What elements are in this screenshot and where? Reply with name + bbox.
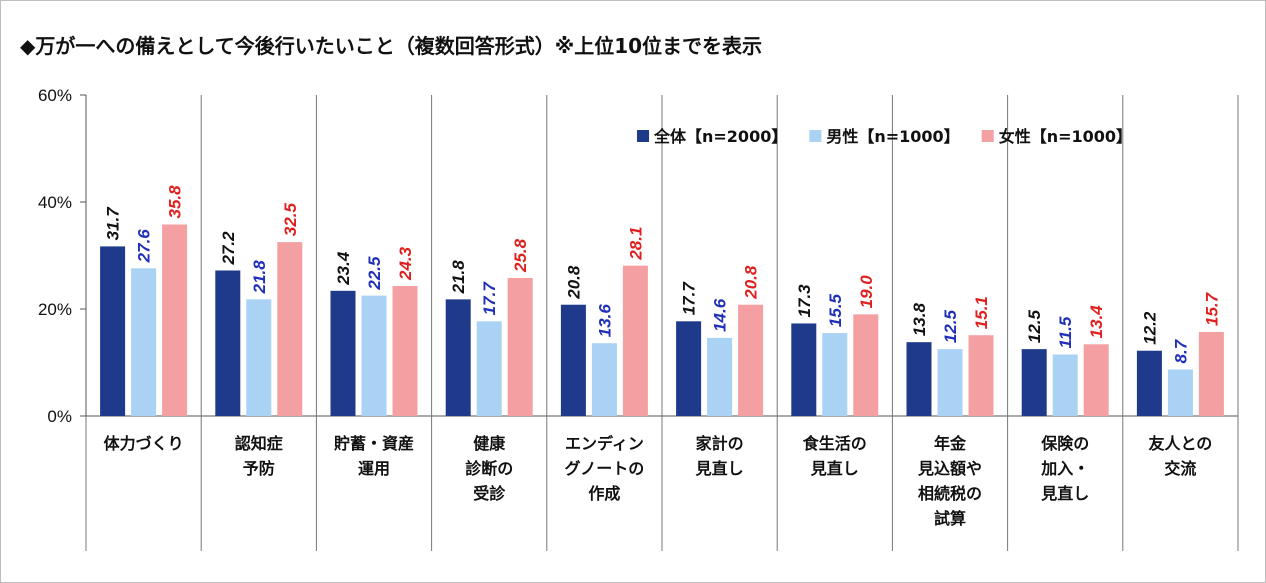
bar — [676, 321, 702, 416]
category-label: 貯蓄・資産 — [334, 434, 414, 453]
category-label: 保険の — [1040, 434, 1089, 453]
legend-swatch — [981, 130, 994, 142]
legend-entry: 全体【n=2000】 — [653, 127, 787, 146]
bar — [215, 270, 241, 416]
bar — [1052, 354, 1078, 416]
data-label: 28.1 — [626, 227, 645, 261]
category-label: 健康 — [473, 434, 506, 453]
data-label: 32.5 — [281, 202, 300, 236]
data-label: 8.7 — [1171, 338, 1190, 363]
bar — [1083, 344, 1109, 416]
data-label: 21.8 — [449, 260, 468, 295]
data-label: 11.5 — [1056, 316, 1075, 348]
data-label: 25.8 — [511, 238, 530, 273]
category-label: 家計の — [696, 434, 744, 453]
category-label: 試算 — [934, 509, 966, 528]
data-label: 13.8 — [910, 303, 929, 337]
category-label: 食生活の — [802, 434, 867, 453]
legend-swatch — [809, 130, 822, 142]
category-label: 交流 — [1164, 459, 1196, 478]
category-label: 認知症 — [235, 434, 283, 453]
category-label: 作成 — [588, 484, 620, 503]
bar — [476, 321, 502, 416]
bar — [277, 242, 303, 416]
bar — [100, 246, 126, 416]
bar — [853, 314, 879, 416]
legend-entry: 女性【n=1000】 — [999, 127, 1132, 146]
category-label: 見直し — [1040, 484, 1089, 503]
category-label: グノートの — [565, 459, 645, 478]
category-label: 見込額や — [917, 459, 982, 478]
bar — [1198, 332, 1224, 416]
data-label: 35.8 — [166, 185, 185, 219]
data-label: 15.1 — [972, 296, 991, 329]
data-label: 27.2 — [219, 231, 238, 266]
data-label: 23.4 — [334, 251, 353, 286]
legend-entry: 男性【n=1000】 — [826, 127, 959, 146]
data-label: 24.3 — [396, 246, 415, 281]
y-tick-label: 0% — [47, 407, 72, 426]
data-label: 17.7 — [480, 281, 499, 316]
bar — [968, 335, 994, 416]
bar — [361, 295, 387, 416]
data-label: 27.6 — [135, 229, 154, 264]
data-label: 13.4 — [1087, 305, 1106, 339]
category-label: 加入・ — [1040, 459, 1089, 478]
category-label: 見直し — [695, 459, 744, 478]
data-label: 14.6 — [711, 298, 730, 332]
category-label: 受診 — [473, 484, 506, 503]
bar — [330, 290, 356, 416]
data-label: 12.5 — [941, 309, 960, 343]
bar — [1136, 350, 1162, 416]
data-label: 12.2 — [1140, 311, 1159, 345]
y-tick-label: 40% — [38, 193, 72, 212]
bar — [131, 268, 157, 416]
bar — [591, 343, 617, 416]
category-label: 相続税の — [918, 484, 982, 503]
data-label: 17.7 — [680, 281, 699, 316]
data-label: 15.5 — [826, 293, 845, 327]
bar — [622, 265, 648, 416]
legend-swatch — [637, 130, 649, 142]
bar — [906, 342, 932, 416]
bar — [822, 333, 848, 416]
y-tick-label: 20% — [38, 300, 72, 319]
data-label: 20.8 — [742, 265, 761, 300]
category-label: エンディン — [565, 434, 644, 453]
category-label: 運用 — [358, 459, 390, 478]
category-label: 友人との — [1148, 434, 1212, 453]
bar — [707, 337, 733, 416]
chart-title: ◆万が一への備えとして今後行いたいこと（複数回答形式）※上位10位までを表示 — [20, 34, 763, 58]
data-label: 22.5 — [365, 256, 384, 291]
bar — [560, 304, 586, 416]
data-label: 15.7 — [1202, 291, 1221, 326]
category-label: 予防 — [243, 459, 275, 478]
data-label: 20.8 — [564, 265, 583, 300]
bar — [162, 224, 188, 416]
category-label: 見直し — [810, 459, 859, 478]
data-label: 31.7 — [104, 206, 123, 241]
bar — [507, 277, 533, 416]
data-label: 12.5 — [1025, 309, 1044, 343]
bar — [791, 323, 817, 416]
bar — [1167, 369, 1193, 416]
y-tick-label: 60% — [38, 86, 72, 105]
data-label: 21.8 — [250, 260, 269, 295]
bar — [738, 304, 764, 416]
bar — [937, 349, 963, 416]
category-label: 年金 — [934, 434, 967, 453]
bar — [1021, 349, 1047, 416]
category-label: 診断の — [465, 459, 513, 478]
bar — [445, 299, 471, 416]
bar — [392, 285, 418, 416]
data-label: 19.0 — [857, 275, 876, 309]
category-label: 体力づくり — [104, 434, 184, 453]
data-label: 17.3 — [795, 284, 814, 318]
bar — [246, 299, 272, 416]
data-label: 13.6 — [595, 304, 614, 338]
